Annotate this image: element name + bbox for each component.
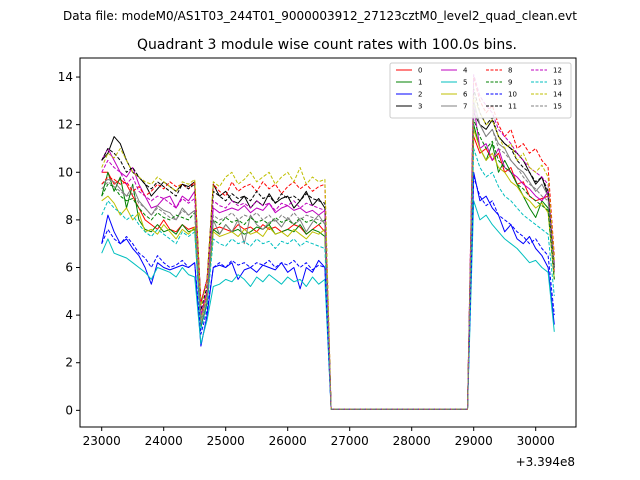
legend-label-9: 9 xyxy=(508,79,512,87)
chart-title: Quadrant 3 module wise count rates with … xyxy=(137,37,517,53)
x-tick-label: 24000 xyxy=(145,434,183,448)
y-tick-label: 0 xyxy=(65,403,73,417)
y-tick-label: 12 xyxy=(58,118,73,132)
x-tick-label: 29000 xyxy=(455,434,493,448)
x-axis: 23000 24000 25000 26000 27000 28000 29000 30000 xyxy=(83,427,555,448)
legend-label-5: 5 xyxy=(463,79,467,87)
y-axis: 0 2 4 6 8 10 12 14 xyxy=(58,70,80,417)
figure-suptitle: Data file: modeM0/AS1T03_244T01_90000039… xyxy=(63,9,577,23)
x-tick-label: 25000 xyxy=(207,434,245,448)
x-tick-label: 30000 xyxy=(517,434,555,448)
x-tick-label: 27000 xyxy=(331,434,369,448)
legend-frame xyxy=(389,62,572,119)
y-tick-label: 6 xyxy=(65,260,73,274)
legend-label-10: 10 xyxy=(508,91,517,99)
legend-label-6: 6 xyxy=(463,91,468,99)
x-tick-label: 23000 xyxy=(83,434,121,448)
legend-label-2: 2 xyxy=(418,91,422,99)
legend-label-14: 14 xyxy=(553,91,562,99)
axes-frame xyxy=(79,57,577,428)
legend-label-15: 15 xyxy=(553,103,562,111)
legend-label-3: 3 xyxy=(418,103,422,111)
x-tick-label: 26000 xyxy=(269,434,307,448)
legend-label-11: 11 xyxy=(508,103,517,111)
legend-label-0: 0 xyxy=(418,67,422,75)
y-tick-label: 10 xyxy=(58,165,73,179)
series-line-15 xyxy=(101,105,555,410)
y-tick-label: 14 xyxy=(58,70,73,84)
y-tick-label: 8 xyxy=(65,213,73,227)
y-tick-label: 2 xyxy=(65,356,73,370)
legend-label-13: 13 xyxy=(553,79,562,87)
x-tick-label: 28000 xyxy=(393,434,431,448)
legend-label-8: 8 xyxy=(508,67,512,75)
legend-label-1: 1 xyxy=(418,79,422,87)
y-tick-label: 4 xyxy=(65,308,73,322)
x-axis-offset-label: +3.394e8 xyxy=(516,455,575,469)
series-line-10 xyxy=(101,176,555,410)
legend-label-12: 12 xyxy=(553,67,562,75)
legend-label-7: 7 xyxy=(463,103,467,111)
legend-label-4: 4 xyxy=(463,67,468,75)
